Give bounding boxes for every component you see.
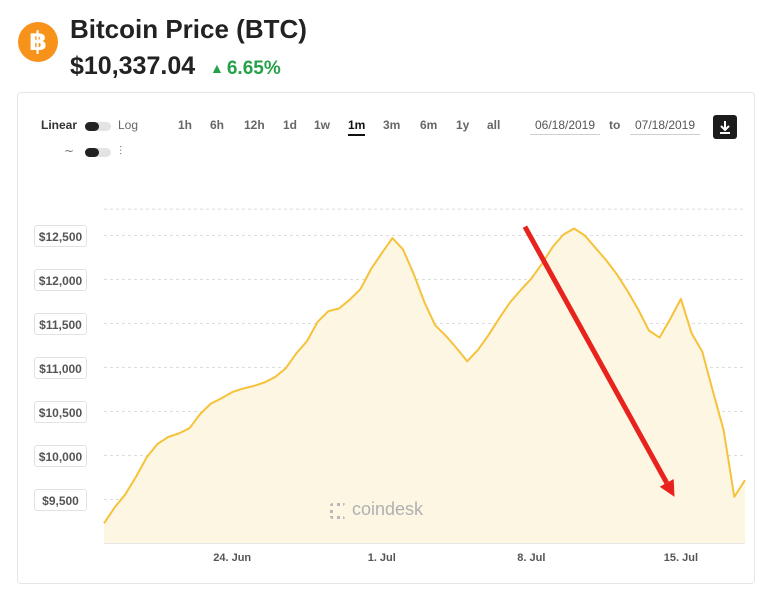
- price-area: [104, 228, 745, 543]
- log-label: Log: [118, 118, 139, 132]
- annotation-arrow-head: [659, 479, 675, 497]
- range-1w[interactable]: 1w: [314, 118, 331, 132]
- y-tick-label: $10,000: [34, 444, 87, 467]
- y-tick-label: $11,000: [34, 356, 87, 379]
- range-6m[interactable]: 6m: [420, 118, 438, 132]
- price-change: ▲ 6.65%: [210, 58, 281, 80]
- candlestick-icon[interactable]: ⫶: [119, 144, 123, 158]
- scale-toggle[interactable]: [85, 122, 111, 131]
- linear-label: Linear: [41, 118, 78, 132]
- date-from-input[interactable]: 06/18/2019: [530, 116, 600, 135]
- page-header: ฿ Bitcoin Price (BTC) $10,337.04 ▲ 6.65%: [0, 0, 764, 92]
- annotation-arrow-shaft: [522, 225, 669, 485]
- coindesk-watermark: coindesk: [330, 499, 450, 525]
- download-button[interactable]: [713, 115, 737, 139]
- page-title: Bitcoin Price (BTC): [70, 14, 307, 44]
- range-1h[interactable]: 1h: [178, 118, 193, 132]
- chart-card: [17, 92, 755, 584]
- range-12h[interactable]: 12h: [244, 118, 265, 132]
- coindesk-logo-icon: [330, 503, 346, 519]
- range-3m[interactable]: 3m: [383, 118, 401, 132]
- toggle-knob: [85, 122, 99, 131]
- date-to-label: to: [609, 118, 621, 132]
- range-1d[interactable]: 1d: [283, 118, 298, 132]
- up-arrow-icon: ▲: [210, 60, 224, 76]
- toggle-knob: [85, 148, 99, 157]
- x-tick-label: 24. Jun: [213, 552, 252, 564]
- range-6h[interactable]: 6h: [210, 118, 225, 132]
- y-tick-label: $12,000: [34, 268, 87, 291]
- y-tick-label: $12,500: [34, 224, 87, 247]
- bitcoin-logo-icon: ฿: [18, 22, 58, 62]
- watermark-text: coindesk: [352, 499, 424, 519]
- y-tick-label: $10,500: [34, 400, 87, 423]
- x-tick-label: 15. Jul: [663, 552, 699, 564]
- current-price: $10,337.04: [70, 52, 196, 80]
- price-line: [103, 227, 746, 524]
- chart-type-toggle[interactable]: [85, 148, 111, 157]
- line-chart-icon[interactable]: ~: [64, 144, 75, 158]
- x-tick-label: 1. Jul: [367, 552, 396, 564]
- range-all[interactable]: all: [487, 118, 501, 132]
- y-tick-label: $11,500: [34, 312, 87, 335]
- y-tick-label: $9,500: [34, 488, 87, 511]
- date-to-input[interactable]: 07/18/2019: [630, 116, 700, 135]
- x-tick-label: 8. Jul: [517, 552, 546, 564]
- range-1y[interactable]: 1y: [456, 118, 470, 132]
- download-icon: [720, 121, 730, 134]
- range-1m[interactable]: 1m: [348, 118, 366, 136]
- price-change-value: 6.65%: [226, 58, 281, 79]
